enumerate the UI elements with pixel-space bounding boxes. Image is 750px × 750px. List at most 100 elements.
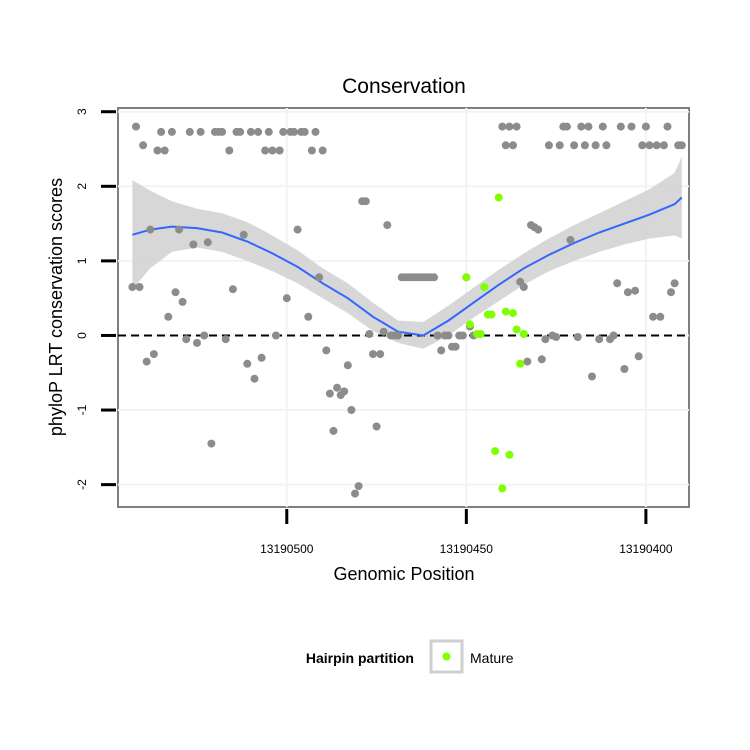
point-other-15 bbox=[182, 335, 191, 344]
point-other-107 bbox=[537, 355, 546, 364]
point-other-63 bbox=[354, 482, 363, 491]
point-other-103 bbox=[523, 357, 532, 366]
y-tick-label-5: 3 bbox=[75, 108, 89, 115]
point-other-86 bbox=[437, 346, 446, 355]
legend-label-mature: Mature bbox=[470, 650, 514, 666]
point-other-106 bbox=[534, 225, 543, 234]
point-other-31 bbox=[239, 230, 248, 239]
confidence-band bbox=[132, 156, 682, 349]
point-other-38 bbox=[264, 127, 273, 136]
point-other-120 bbox=[584, 122, 593, 131]
y-axis-label: phyloP LRT conservation scores bbox=[46, 178, 66, 436]
point-other-37 bbox=[261, 146, 270, 155]
point-other-90 bbox=[451, 342, 460, 351]
point-other-4 bbox=[142, 357, 151, 366]
point-other-61 bbox=[347, 406, 356, 414]
point-other-17 bbox=[189, 240, 198, 249]
point-other-53 bbox=[318, 146, 327, 155]
point-other-102 bbox=[519, 283, 528, 291]
point-other-127 bbox=[609, 331, 618, 340]
point-mature-12 bbox=[509, 309, 517, 318]
point-other-70 bbox=[379, 327, 388, 336]
point-other-129 bbox=[616, 122, 625, 131]
point-mature-4 bbox=[480, 283, 489, 291]
point-other-71 bbox=[383, 221, 392, 230]
legend-key-mature-dot bbox=[442, 652, 451, 661]
point-other-92 bbox=[458, 331, 467, 340]
y-tick-label-1: -1 bbox=[75, 404, 89, 415]
point-other-27 bbox=[225, 146, 234, 155]
point-other-67 bbox=[369, 350, 377, 359]
point-other-122 bbox=[591, 141, 600, 150]
point-other-133 bbox=[631, 286, 640, 295]
point-other-108 bbox=[541, 335, 550, 344]
point-other-121 bbox=[588, 372, 596, 381]
point-other-41 bbox=[275, 146, 284, 155]
point-other-117 bbox=[573, 333, 582, 341]
point-other-22 bbox=[207, 439, 216, 448]
point-other-11 bbox=[167, 127, 176, 136]
point-mature-15 bbox=[519, 330, 528, 338]
point-other-50 bbox=[307, 146, 316, 155]
point-other-131 bbox=[623, 288, 632, 297]
point-other-13 bbox=[175, 225, 184, 234]
point-other-56 bbox=[329, 426, 338, 435]
smooth-line bbox=[132, 196, 683, 337]
point-other-128 bbox=[613, 279, 622, 288]
point-other-143 bbox=[667, 288, 675, 297]
point-other-97 bbox=[501, 141, 510, 150]
point-other-16 bbox=[185, 127, 194, 136]
point-other-85 bbox=[433, 331, 442, 340]
point-other-115 bbox=[566, 236, 575, 244]
point-other-125 bbox=[602, 141, 611, 150]
chart-title: Conservation bbox=[342, 75, 466, 98]
point-mature-11 bbox=[505, 450, 514, 459]
point-other-123 bbox=[595, 335, 604, 344]
point-other-55 bbox=[325, 389, 334, 398]
y-tick-label-3: 1 bbox=[75, 257, 89, 264]
point-other-137 bbox=[645, 141, 654, 150]
point-other-6 bbox=[149, 350, 158, 359]
x-axis: 13190500 13190450 13190400 bbox=[260, 509, 673, 556]
x-tick-label-1: 13190450 bbox=[440, 542, 494, 556]
point-other-116 bbox=[570, 141, 579, 150]
y-axis: -2 -1 0 1 2 3 bbox=[75, 108, 116, 490]
point-other-25 bbox=[218, 127, 227, 136]
point-other-62 bbox=[351, 489, 359, 498]
point-other-8 bbox=[157, 127, 166, 136]
point-mature-13 bbox=[512, 325, 521, 334]
point-other-28 bbox=[228, 285, 237, 294]
plot-panel bbox=[117, 107, 690, 508]
point-mature-7 bbox=[491, 447, 500, 456]
point-mature-10 bbox=[501, 307, 510, 316]
point-other-45 bbox=[290, 127, 298, 136]
points-mature bbox=[462, 193, 528, 493]
point-other-36 bbox=[257, 353, 266, 362]
point-other-114 bbox=[562, 122, 571, 131]
point-mature-1 bbox=[465, 320, 474, 329]
point-other-30 bbox=[236, 127, 245, 136]
point-other-144 bbox=[670, 279, 679, 288]
point-other-14 bbox=[178, 297, 187, 306]
point-mature-6 bbox=[487, 310, 496, 319]
point-other-84 bbox=[430, 273, 438, 282]
point-other-142 bbox=[663, 122, 672, 131]
point-other-68 bbox=[372, 422, 381, 431]
point-other-124 bbox=[598, 122, 607, 131]
point-other-109 bbox=[544, 141, 553, 150]
point-other-141 bbox=[659, 141, 668, 150]
x-axis-label: Genomic Position bbox=[333, 564, 474, 584]
point-other-135 bbox=[638, 141, 647, 150]
point-mature-9 bbox=[498, 484, 507, 493]
point-other-10 bbox=[164, 312, 173, 321]
point-mature-8 bbox=[494, 193, 503, 202]
x-tick-label-0: 13190500 bbox=[260, 542, 314, 556]
point-other-111 bbox=[552, 333, 561, 341]
point-other-7 bbox=[153, 146, 162, 155]
point-other-49 bbox=[304, 312, 313, 321]
point-other-100 bbox=[512, 122, 521, 131]
panel-background bbox=[117, 107, 690, 508]
point-other-118 bbox=[577, 122, 586, 131]
point-other-46 bbox=[293, 225, 302, 234]
point-other-5 bbox=[146, 225, 155, 234]
